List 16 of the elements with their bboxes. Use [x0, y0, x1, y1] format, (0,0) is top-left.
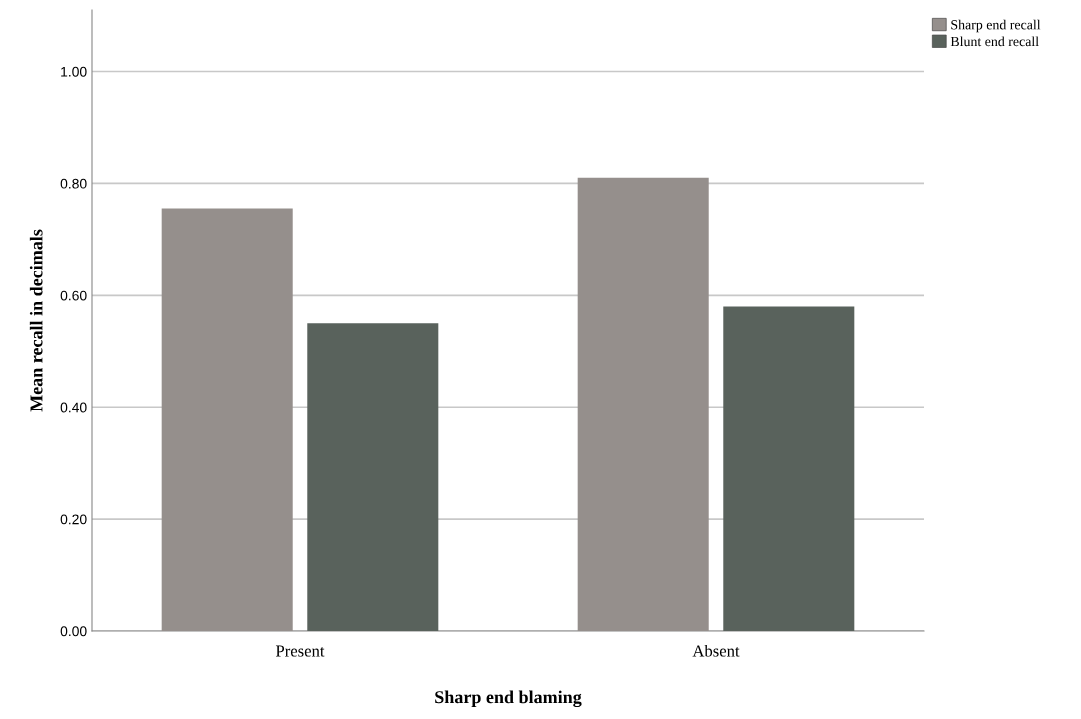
y-tick-label: 0.20 [60, 514, 87, 525]
bar [577, 177, 709, 631]
y-tick-label: 0.60 [60, 290, 87, 301]
y-tick-label: 0.00 [60, 626, 87, 637]
y-tick-label: 0.40 [60, 402, 87, 413]
y-axis-title: Mean recall in decimals [29, 229, 43, 412]
x-tick-label: Absent [692, 644, 740, 657]
x-tick-label: Present [275, 645, 325, 657]
bar [307, 323, 439, 631]
y-tick-label: 1.00 [61, 66, 87, 77]
x-axis-title: Sharp end blaming [435, 690, 582, 708]
bar [723, 306, 855, 631]
legend-label: Sharp end recall [951, 19, 1041, 33]
bar [161, 208, 293, 631]
y-tick-label: 0.80 [60, 178, 87, 189]
legend-label: Blunt end recall [950, 36, 1039, 47]
